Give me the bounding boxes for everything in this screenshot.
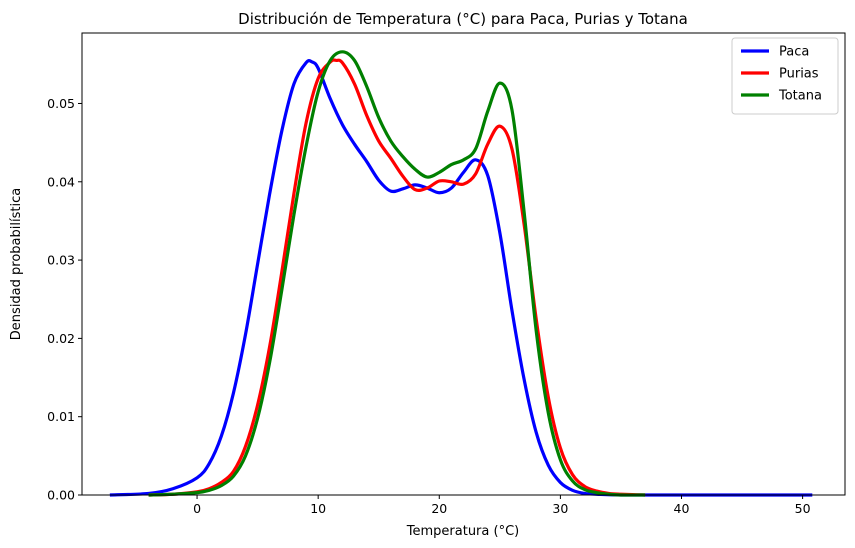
x-tick-label: 30 — [552, 501, 568, 516]
series-line-purias — [148, 58, 646, 497]
chart-title: Distribución de Temperatura (°C) para Pa… — [238, 10, 688, 28]
legend-label-totana: Totana — [778, 89, 822, 104]
x-tick-label: 10 — [310, 501, 326, 516]
x-tick-label: 20 — [431, 501, 447, 516]
legend: Paca Purias Totana — [731, 37, 839, 115]
y-tick-label: 0.05 — [47, 96, 75, 111]
y-tick-label: 0.03 — [47, 253, 75, 268]
y-tick-label: 0.04 — [47, 174, 75, 189]
x-tick-label: 0 — [193, 501, 201, 516]
series-line-totana — [148, 50, 646, 497]
x-axis-label: Temperatura (°C) — [406, 524, 519, 539]
y-tick-label: 0.02 — [47, 331, 75, 346]
y-tick-label: 0.00 — [47, 488, 75, 503]
y-axis-ticks: 0.00 0.01 0.02 0.03 0.04 0.05 — [47, 96, 82, 503]
plot-content — [109, 50, 813, 497]
series-line-paca — [109, 59, 813, 497]
legend-label-paca: Paca — [779, 45, 809, 60]
x-tick-label: 40 — [674, 501, 690, 516]
plot-frame — [81, 32, 846, 496]
x-tick-label: 50 — [795, 501, 811, 516]
y-axis-label: Densidad probabilística — [9, 188, 24, 340]
legend-label-purias: Purias — [779, 67, 819, 82]
x-axis-ticks: 0 10 20 30 40 50 — [193, 495, 811, 516]
y-tick-label: 0.01 — [47, 409, 75, 424]
